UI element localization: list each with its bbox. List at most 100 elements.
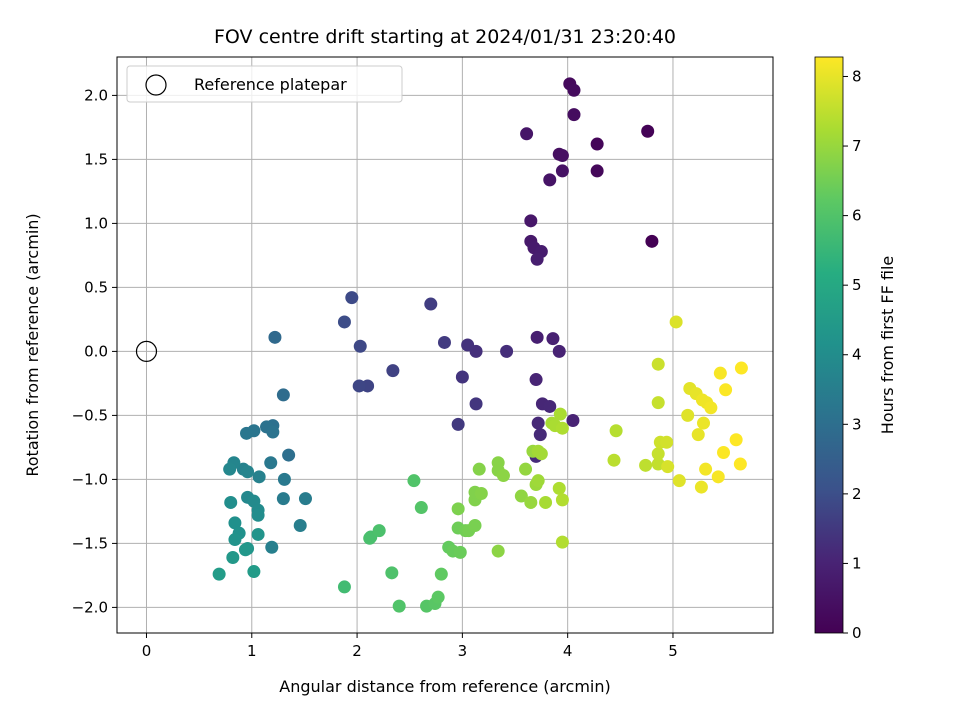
scatter-point (238, 543, 252, 557)
scatter-point (609, 424, 623, 438)
scatter-point (681, 408, 695, 422)
scatter-point (590, 137, 604, 151)
reference-platepar-marker (135, 340, 158, 362)
reference-marker (135, 340, 158, 362)
scatter-point (453, 545, 467, 559)
scatter-point (252, 470, 266, 484)
scatter-point (414, 501, 428, 515)
scatter-point (691, 428, 705, 442)
scatter-point (651, 447, 665, 461)
y-tick-label: 1.0 (84, 214, 108, 232)
scatter-point (265, 540, 279, 554)
grid-lines (117, 57, 773, 633)
scatter-point (555, 149, 569, 163)
colorbar-tick-label: 2 (852, 485, 862, 503)
colorbar-tick-label: 6 (852, 207, 862, 225)
scatter-point (268, 330, 282, 344)
scatter-point (282, 448, 296, 462)
scatter-point (431, 590, 445, 604)
scatter-point (241, 465, 255, 479)
colorbar-tick-label: 3 (852, 415, 862, 433)
scatter-point (224, 495, 238, 509)
scatter-point (514, 489, 528, 503)
chart-title: FOV centre drift starting at 2024/01/31 … (214, 26, 676, 48)
scatter-point (607, 453, 621, 467)
x-axis-ticks: 0 1 2 3 4 5 (142, 633, 678, 660)
scatter-point (386, 364, 400, 378)
scatter-point (669, 315, 683, 329)
y-axis-ticks: −2.0 −1.5 −1.0 −0.5 0.0 0.5 1.0 1.5 2.0 (72, 86, 117, 616)
legend-entry-reference: Reference platepar (194, 75, 347, 94)
scatter-point (474, 486, 488, 500)
scatter-point (534, 447, 548, 461)
plot-frame (116, 56, 774, 634)
scatter-point (533, 428, 547, 442)
scatter-point (530, 330, 544, 344)
y-tick-label: 0.5 (84, 278, 108, 296)
scatter-point (251, 527, 265, 541)
scatter-point (734, 361, 748, 375)
colorbar-tick-label: 4 (852, 346, 862, 364)
scatter-point (251, 508, 265, 522)
scatter-point (455, 370, 469, 384)
scatter-point (276, 492, 290, 506)
scatter-point (226, 550, 240, 564)
scatter-point (543, 173, 557, 187)
legend-box (126, 65, 403, 103)
scatter-point (552, 344, 566, 358)
colorbar-tick-label: 1 (852, 554, 862, 572)
y-tick-label: 1.5 (84, 150, 108, 168)
x-tick-label: 1 (247, 642, 257, 660)
colorbar-tick-label: 7 (852, 137, 862, 155)
scatter-point (543, 399, 557, 413)
scatter-point (345, 291, 359, 305)
scatter-point (337, 315, 351, 329)
scatter-point (530, 252, 544, 266)
scatter-point (645, 234, 659, 248)
y-tick-label: −1.5 (72, 534, 108, 552)
scatter-point (240, 426, 254, 440)
scatter-point (385, 566, 399, 580)
y-tick-label: −2.0 (72, 598, 108, 616)
scatter-point (472, 462, 486, 476)
scatter-point (337, 580, 351, 594)
scatter-point (531, 416, 545, 430)
scatter-point (711, 470, 725, 484)
scatter-point (719, 383, 733, 397)
scatter-point (733, 457, 747, 471)
scatter-point (555, 535, 569, 549)
scatter-point (451, 417, 465, 431)
legend: Reference platepar (126, 65, 403, 103)
scatter-point (298, 492, 312, 506)
scatter-point (531, 474, 545, 488)
scatter-point (699, 462, 713, 476)
scatter-point (651, 396, 665, 410)
scatter-point (697, 416, 711, 430)
scatter-point (496, 469, 510, 483)
colorbar-tick-label: 5 (852, 276, 862, 294)
scatter-point (567, 108, 581, 122)
scatter-point (223, 462, 237, 476)
scatter-point (552, 481, 566, 495)
x-tick-label: 3 (458, 642, 468, 660)
scatter-point (590, 164, 604, 178)
scatter-point (228, 516, 242, 530)
x-tick-label: 5 (668, 642, 678, 660)
scatter-point (451, 502, 465, 516)
y-tick-label: 0.0 (84, 342, 108, 360)
y-axis-label: Rotation from reference (arcmin) (23, 213, 42, 476)
x-axis-label: Angular distance from reference (arcmin) (279, 677, 610, 696)
colorbar-tick-label: 0 (852, 624, 862, 642)
scatter-point (424, 297, 438, 311)
colorbar-ticks: 0 1 2 3 4 5 6 7 8 (843, 67, 862, 642)
scatter-point (392, 599, 406, 613)
x-tick-label: 4 (563, 642, 573, 660)
scatter-point (529, 373, 543, 387)
scatter-point (363, 531, 377, 545)
y-tick-label: −0.5 (72, 406, 108, 424)
scatter-point (672, 474, 686, 488)
scatter-point (276, 388, 290, 402)
scatter-point (264, 456, 278, 470)
scatter-point (661, 460, 675, 474)
